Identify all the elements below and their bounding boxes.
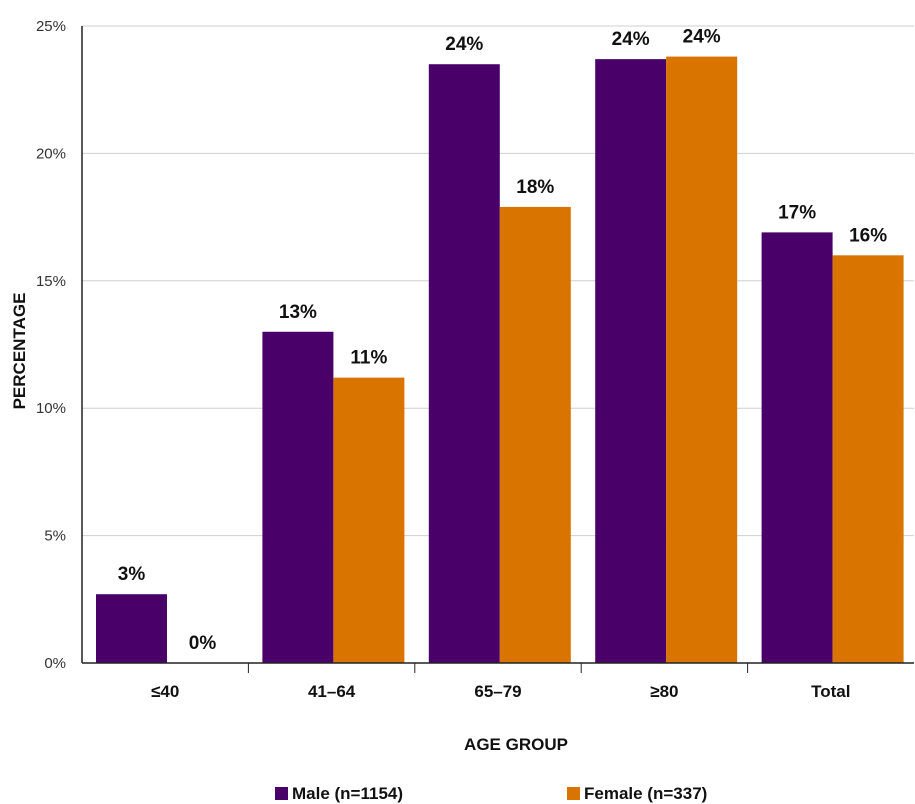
legend-swatch [275, 787, 288, 800]
bar-female [832, 255, 904, 663]
y-tick-label: 5% [44, 528, 66, 545]
data-labels: 3% 0% 13% 11% 24% 18% 24% 24% 17% 16% [118, 27, 887, 654]
y-tick-label: 20% [36, 145, 66, 162]
data-label: 18% [516, 177, 554, 198]
bar-female [333, 377, 405, 663]
x-axis-categories: ≤40 41–64 65–79 ≥80 Total [151, 682, 850, 701]
x-category-label: Total [811, 682, 850, 701]
data-label: 24% [683, 27, 721, 48]
data-label: 24% [445, 34, 483, 55]
legend: Male (n=1154) Female (n=337) [275, 784, 707, 803]
data-label: 16% [849, 225, 887, 246]
bars [96, 56, 904, 664]
legend-swatch [567, 787, 580, 800]
axes [81, 26, 914, 673]
x-category-label: 65–79 [474, 682, 521, 701]
data-label: 0% [189, 633, 217, 654]
y-tick-label: 10% [36, 400, 66, 417]
bar-male [428, 64, 500, 664]
bar-male [595, 59, 667, 663]
y-axis-ticks: 0% 5% 10% 15% 20% 25% [36, 18, 66, 672]
x-category-label: ≥80 [650, 682, 678, 701]
x-category-label: 41–64 [308, 682, 356, 701]
y-tick-label: 0% [44, 655, 66, 672]
x-category-label: ≤40 [151, 682, 179, 701]
data-label: 17% [778, 202, 816, 223]
bar-female [499, 206, 571, 663]
data-label: 11% [350, 348, 387, 369]
bar-male [96, 594, 167, 663]
bar-male [262, 331, 334, 663]
y-axis-title: PERCENTAGE [10, 293, 29, 410]
legend-label: Female (n=337) [584, 784, 707, 803]
legend-label: Male (n=1154) [292, 784, 403, 803]
bar-male [761, 232, 833, 663]
bar-female [666, 56, 738, 664]
y-tick-label: 25% [36, 18, 66, 35]
data-label: 13% [279, 302, 317, 323]
y-tick-label: 15% [36, 273, 66, 290]
x-axis-title: AGE GROUP [464, 735, 568, 754]
data-label: 24% [612, 29, 650, 50]
data-label: 3% [118, 564, 146, 585]
